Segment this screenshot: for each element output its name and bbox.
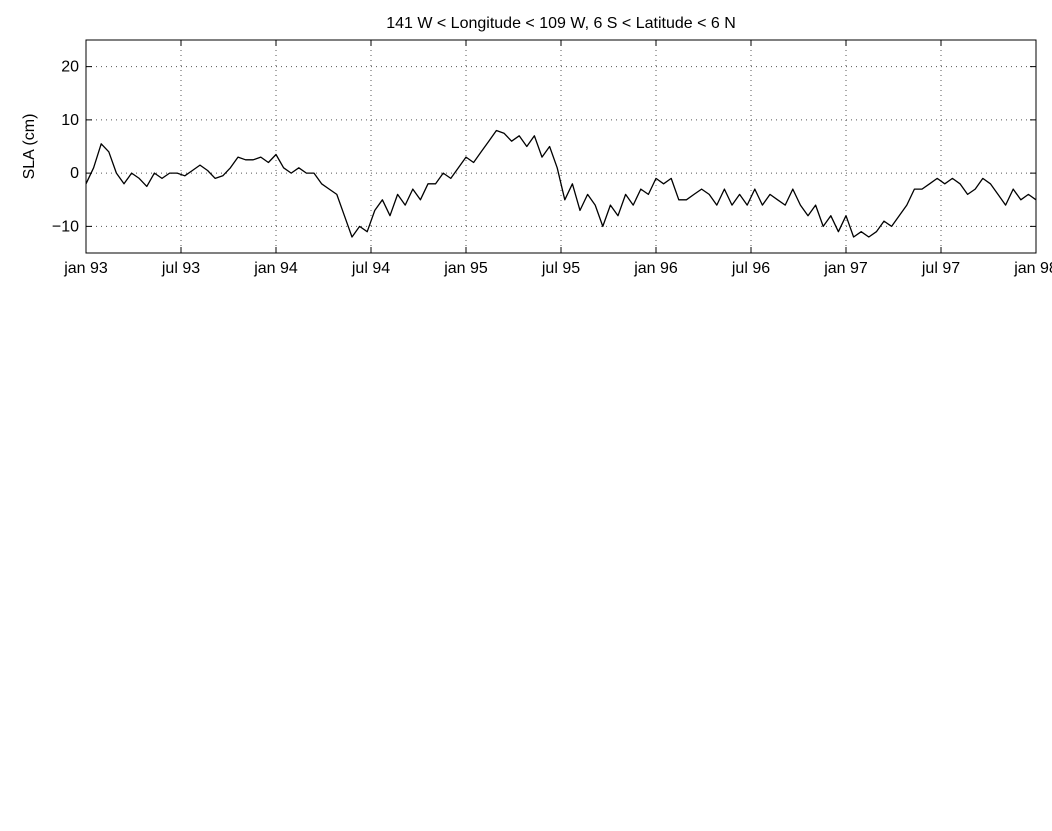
panel-1: 141 W < Longitude < 109 W, 6 S < Latitud… xyxy=(21,15,1052,277)
x-tick-label: jul 94 xyxy=(351,260,390,277)
x-tick-label: jul 97 xyxy=(921,260,960,277)
x-tick-label: jul 95 xyxy=(541,260,580,277)
axes-frame xyxy=(85,39,1037,254)
x-tick-label: jan 93 xyxy=(63,260,108,277)
series-line-1 xyxy=(86,129,1036,238)
x-tick-label: jan 97 xyxy=(823,260,868,277)
x-tick-label: jan 95 xyxy=(443,260,488,277)
x-tick-label: jul 96 xyxy=(731,260,770,277)
y-tick-label: −10 xyxy=(52,218,79,235)
x-tick-label: jul 93 xyxy=(161,260,200,277)
panel-title: 141 W < Longitude < 109 W, 6 S < Latitud… xyxy=(386,15,736,32)
x-tick-label: jan 96 xyxy=(633,260,678,277)
y-axis-label: SLA (cm) xyxy=(21,114,38,180)
x-tick-label: jan 94 xyxy=(253,260,298,277)
y-tick-label: 0 xyxy=(70,165,79,182)
y-tick-label: 10 xyxy=(61,112,79,129)
y-tick-label: 20 xyxy=(61,59,79,76)
x-tick-label: jan 98 xyxy=(1013,260,1052,277)
